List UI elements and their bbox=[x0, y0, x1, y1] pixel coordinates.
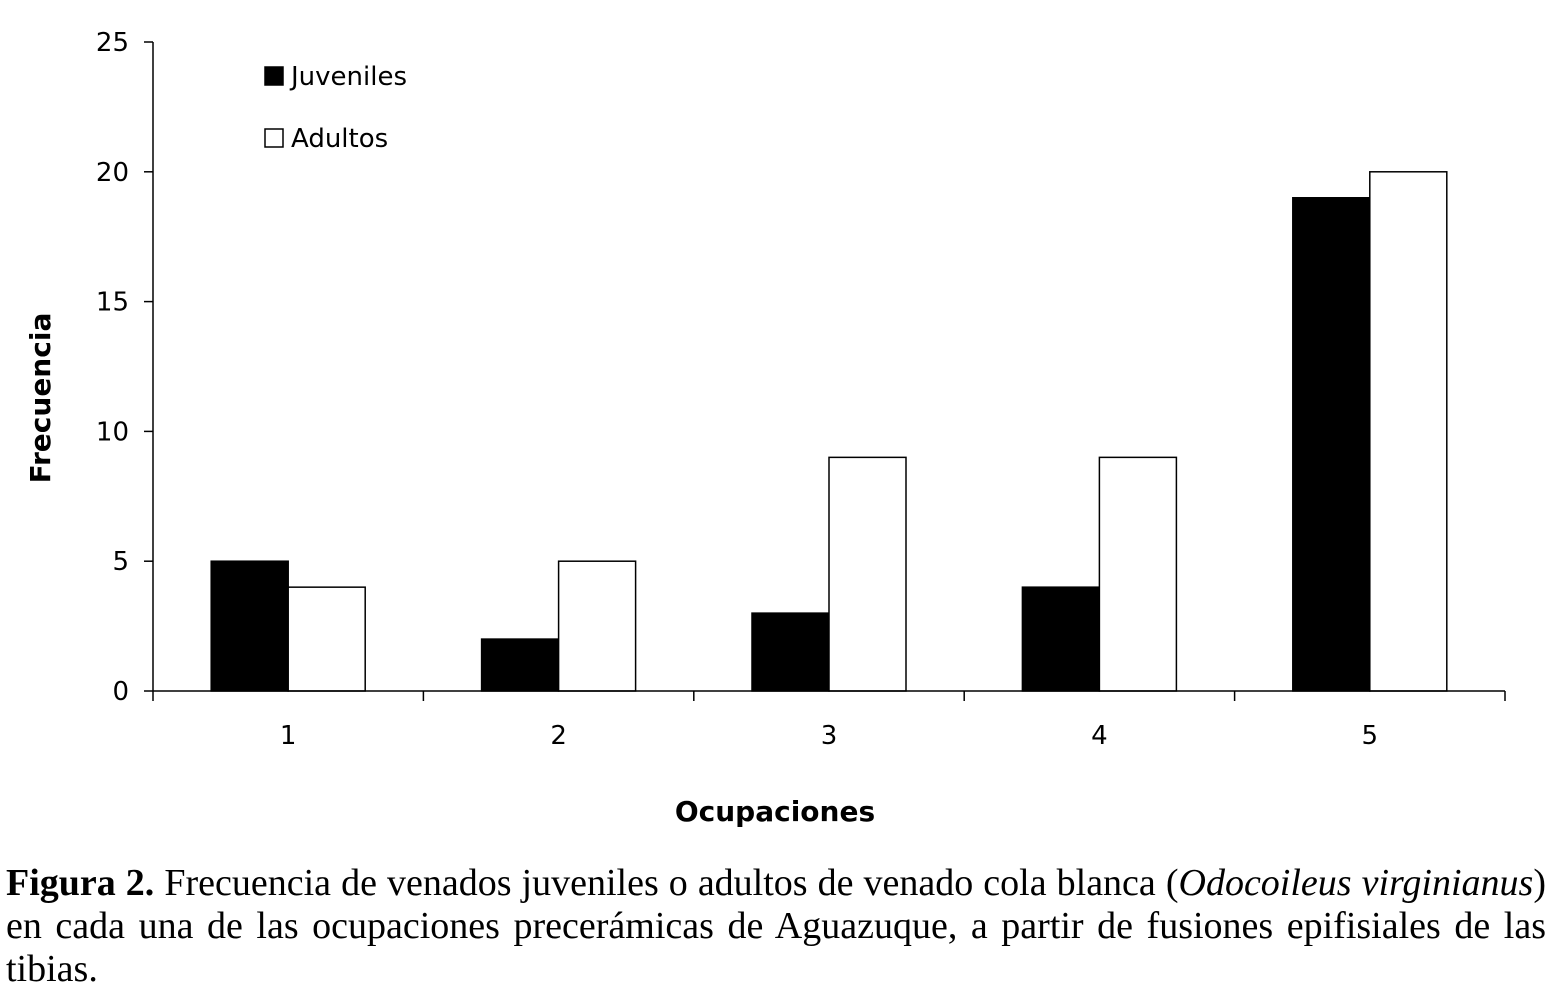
legend-swatch-juveniles bbox=[264, 66, 284, 86]
y-tick-label: 15 bbox=[96, 288, 129, 318]
caption-text-2: ) en cada una de las ocupaciones precerá… bbox=[6, 862, 1546, 990]
legend-swatch-adultos bbox=[264, 128, 284, 148]
x-tick-label: 3 bbox=[821, 721, 838, 751]
bar-adultos-1 bbox=[287, 586, 366, 692]
bars bbox=[210, 171, 1448, 692]
caption-label: Figura 2. bbox=[6, 862, 155, 904]
bar-juveniles-1 bbox=[210, 560, 289, 692]
figure-caption: Figura 2. Frecuencia de venados juvenile… bbox=[6, 862, 1546, 991]
bar-juveniles-2 bbox=[480, 638, 560, 692]
bar-adultos-3 bbox=[828, 456, 907, 692]
x-tick-label: 1 bbox=[280, 721, 297, 751]
axes bbox=[152, 42, 1505, 692]
y-tick-label: 5 bbox=[112, 547, 129, 577]
legend: Juveniles Adultos bbox=[264, 62, 407, 154]
y-tick-label: 20 bbox=[96, 158, 129, 188]
bar-adultos-2 bbox=[557, 560, 637, 692]
legend-label-juveniles: Juveniles bbox=[289, 62, 407, 92]
bar-adultos-5 bbox=[1369, 171, 1448, 692]
legend-label-adultos: Adultos bbox=[291, 124, 388, 154]
caption-species: Odocoileus virginianus bbox=[1178, 862, 1534, 904]
bar-adultos-4 bbox=[1098, 456, 1178, 692]
x-tick-label: 5 bbox=[1362, 721, 1379, 751]
y-axis-title: Frecuencia bbox=[24, 313, 57, 484]
y-tick-label: 25 bbox=[96, 28, 129, 58]
x-axis-ticks: 1 2 3 4 5 bbox=[152, 691, 1506, 751]
y-tick-label: 10 bbox=[96, 417, 129, 447]
x-tick-label: 2 bbox=[550, 721, 567, 751]
x-axis-title: Ocupaciones bbox=[675, 795, 875, 828]
y-axis-ticks: 0 5 10 15 20 25 bbox=[96, 28, 153, 707]
bar-juveniles-5 bbox=[1292, 197, 1371, 692]
bar-juveniles-4 bbox=[1021, 586, 1101, 692]
caption-text-1: Frecuencia de venados juveniles o adulto… bbox=[154, 862, 1179, 904]
y-tick-label: 0 bbox=[112, 677, 129, 707]
x-tick-label: 4 bbox=[1091, 721, 1108, 751]
bar-juveniles-3 bbox=[751, 612, 830, 692]
